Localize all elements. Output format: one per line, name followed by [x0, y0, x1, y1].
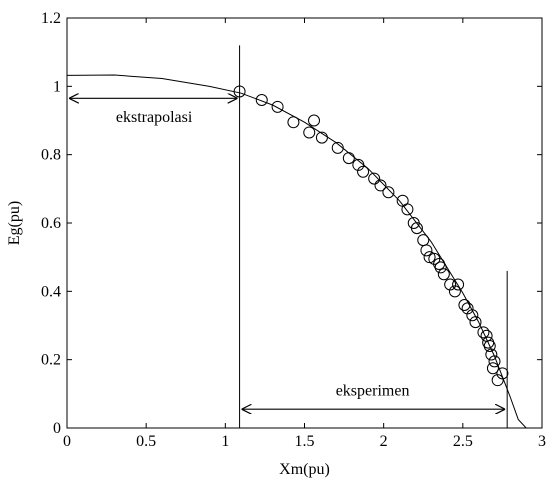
y-tick-label: 1.2: [41, 10, 61, 27]
data-point: [486, 362, 499, 375]
x-tick-label: 2.5: [453, 433, 473, 450]
data-point: [491, 374, 504, 387]
x-tick-label: 1: [221, 433, 229, 450]
data-point: [401, 203, 414, 216]
data-point: [410, 222, 423, 235]
data-point: [437, 268, 450, 281]
data-point: [331, 141, 344, 154]
data-point: [342, 152, 355, 165]
data-point: [496, 367, 509, 380]
x-tick-label: 0: [63, 433, 71, 450]
data-point: [434, 261, 447, 274]
data-point: [303, 126, 316, 139]
data-point: [420, 244, 433, 257]
data-point: [368, 172, 381, 185]
data-point: [423, 251, 436, 264]
data-point: [233, 85, 246, 98]
extrapolation-label: ekstrapolasi: [116, 109, 193, 126]
y-tick-label: 1: [53, 78, 61, 95]
data-point: [461, 302, 474, 315]
x-tick-label: 1.5: [295, 433, 315, 450]
data-point: [315, 131, 328, 144]
data-point: [308, 114, 320, 127]
y-tick-label: 0.2: [41, 352, 61, 369]
data-point: [477, 326, 490, 339]
x-tick-label: 2: [380, 433, 388, 450]
data-point: [287, 116, 300, 129]
plot-content: [67, 45, 527, 428]
x-tick-label: 0.5: [136, 433, 156, 450]
data-point: [382, 186, 395, 199]
y-tick-label: 0.6: [41, 215, 61, 232]
data-point: [458, 299, 471, 311]
data-point: [452, 278, 465, 291]
data-point: [448, 285, 461, 298]
data-point: [271, 100, 284, 113]
annotation-group: ekstrapolasi eksperimen: [69, 98, 506, 409]
experiment-label: eksperimen: [336, 383, 410, 400]
y-tick-label: 0.8: [41, 147, 61, 164]
y-tick-label: 0.4: [41, 283, 61, 300]
data-point: [352, 158, 365, 171]
data-point: [483, 340, 496, 352]
data-point: [466, 309, 479, 322]
data-point: [488, 355, 501, 368]
data-point: [444, 278, 457, 291]
data-point: [357, 165, 370, 178]
data-point: [374, 179, 387, 192]
tick-group: 0 0.5 1 1.5 2 2.5 3 0 0.2 0.4 0.6 0.8 1 1.2: [41, 10, 546, 450]
data-point: [255, 94, 268, 106]
x-axis-label: Xm(pu): [279, 461, 330, 478]
y-axis-label: Eg(pu): [6, 201, 23, 245]
data-point: [469, 316, 482, 329]
data-point: [485, 348, 498, 361]
x-tick-label: 3: [538, 433, 546, 450]
y-tick-label: 0: [53, 420, 61, 437]
